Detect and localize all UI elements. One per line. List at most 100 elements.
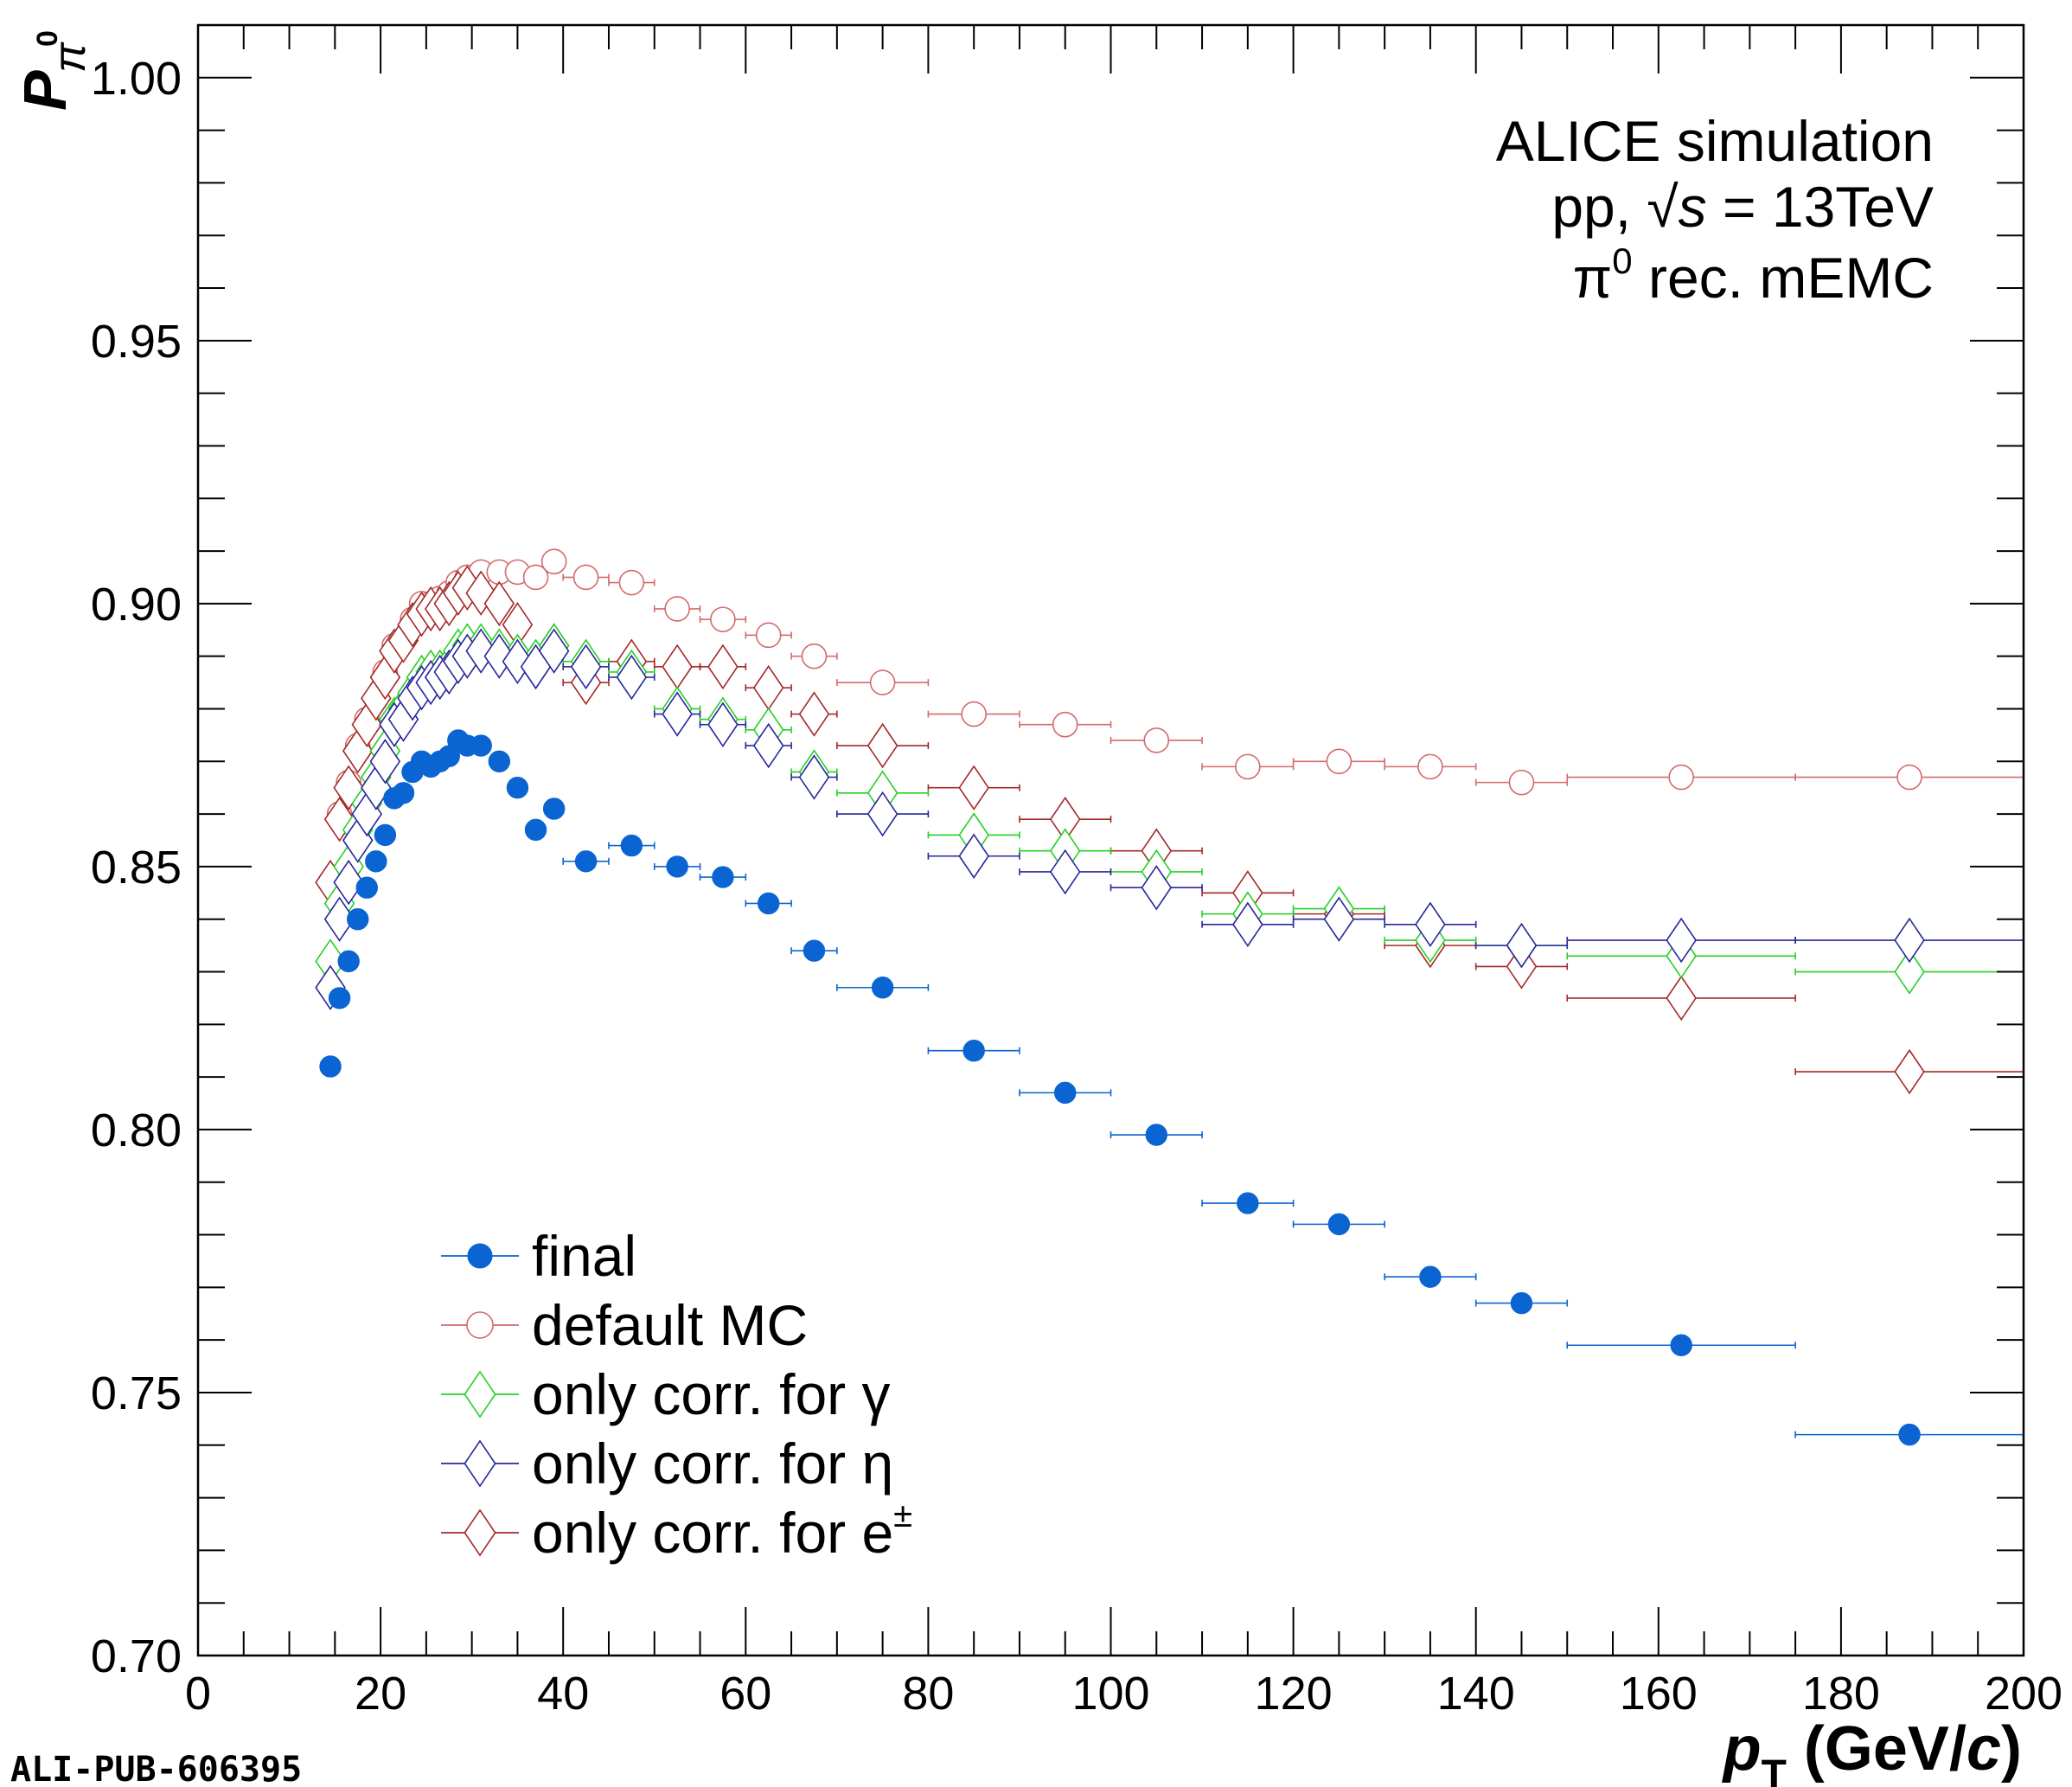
axis-tick-labels: 0 20 40 60 80 100 120 140 160 180 200 0.70 0.75 0.80 0… (91, 53, 2062, 1720)
x-axis-title-sub: T (1762, 1752, 1787, 1787)
x-tick-label: 0 (185, 1668, 211, 1720)
data-point (867, 722, 899, 769)
legend-entry: only corr. for γ (441, 1362, 890, 1426)
annotation-s: s (1679, 175, 1707, 239)
data-point (752, 664, 784, 711)
legend-entry: only corr. for η (441, 1432, 893, 1496)
data-point (319, 1055, 342, 1078)
data-point (1894, 1048, 1925, 1095)
legend-marker (466, 1311, 494, 1339)
data-point (1052, 711, 1078, 738)
data-point (616, 654, 648, 701)
data-point (962, 1040, 985, 1062)
data-point (1894, 949, 1925, 995)
data-point (961, 701, 987, 727)
series-3 (315, 628, 2024, 1010)
legend-entry: final (441, 1224, 636, 1288)
data-point (662, 644, 693, 690)
data-point (1670, 1334, 1692, 1356)
data-point (620, 834, 643, 857)
x-tick-label: 40 (537, 1668, 589, 1720)
data-point (752, 722, 784, 769)
series-2 (315, 623, 2024, 995)
legend-marker (467, 1243, 493, 1269)
y-tick-label: 0.90 (91, 579, 182, 631)
series-4 (315, 565, 2024, 1095)
axis-ticks (197, 24, 2024, 1656)
annotation-line3: π0 rec. mEMC (1573, 240, 1934, 310)
data-point (1419, 1265, 1442, 1288)
data-point (470, 734, 492, 757)
annotation-sqrt: √ (1647, 175, 1679, 239)
y-axis-title-sub: π (45, 42, 95, 73)
legend-label: final (532, 1224, 636, 1288)
data-point (1049, 849, 1081, 895)
x-axis-title-var: p (1722, 1714, 1762, 1784)
annotation-line1: ALICE simulation (1496, 109, 1934, 173)
data-point (540, 548, 567, 575)
data-point (1894, 917, 1925, 964)
x-tick-label: 120 (1255, 1668, 1333, 1720)
annotation-rec: rec. mEMC (1633, 246, 1934, 310)
data-point (572, 564, 599, 591)
data-point (570, 644, 602, 690)
legend-marker (464, 1439, 496, 1488)
x-tick-label: 200 (1985, 1668, 2062, 1720)
data-point (538, 628, 570, 674)
series-0 (319, 729, 2024, 1446)
data-point (1237, 1192, 1259, 1214)
data-point (506, 776, 529, 799)
legend-entry: default MC (441, 1293, 808, 1357)
y-axis-title: P π 0 (11, 30, 95, 111)
data-point (333, 859, 364, 906)
x-axis-title-unit-open: (GeV/ (1787, 1714, 1966, 1784)
data-point (1327, 1213, 1351, 1236)
data-point (524, 818, 547, 842)
data-point (707, 701, 739, 747)
data-point (710, 606, 736, 632)
data-point (1506, 922, 1538, 969)
data-point (392, 782, 415, 804)
data-point (323, 896, 355, 942)
data-point (488, 750, 511, 773)
data-point (712, 866, 734, 888)
data-point (1141, 864, 1173, 911)
x-tick-label: 20 (355, 1668, 406, 1720)
data-point (801, 643, 828, 669)
data-point (871, 977, 894, 999)
x-tick-label: 140 (1437, 1668, 1515, 1720)
data-point (1232, 901, 1263, 948)
annotation-pp: pp, (1551, 175, 1647, 239)
annotation-energy: = 13TeV (1707, 175, 1934, 239)
data-point (1510, 1291, 1533, 1315)
data-point (958, 833, 989, 879)
y-axis-title-sup: 0 (31, 30, 64, 47)
data-point (347, 907, 369, 931)
data-point (1666, 975, 1697, 1022)
legend-label: default MC (532, 1293, 808, 1357)
legend-label: only corr. for γ (532, 1362, 890, 1426)
data-point (1054, 1081, 1077, 1105)
data-point (1143, 727, 1170, 753)
annotation-pi-sup: 0 (1612, 240, 1632, 281)
data-point (328, 987, 351, 1009)
data-point (803, 939, 826, 962)
data-point (1896, 764, 1922, 791)
data-point (662, 691, 693, 737)
x-axis-title: pT (GeV/c) (1722, 1714, 2022, 1787)
y-axis-title-main: P (11, 70, 79, 111)
series-layer (315, 548, 2024, 1446)
data-point (618, 569, 645, 596)
data-point (1323, 896, 1355, 942)
data-point (666, 855, 688, 878)
data-point (664, 596, 690, 622)
legend-marker (464, 1508, 496, 1557)
x-tick-label: 180 (1802, 1668, 1880, 1720)
legend-entry: only corr. for e± (441, 1496, 912, 1565)
data-point (483, 580, 515, 627)
data-point (1668, 764, 1694, 791)
data-point (1666, 917, 1697, 964)
legend-label: only corr. for η (532, 1432, 893, 1496)
data-point (707, 644, 739, 690)
